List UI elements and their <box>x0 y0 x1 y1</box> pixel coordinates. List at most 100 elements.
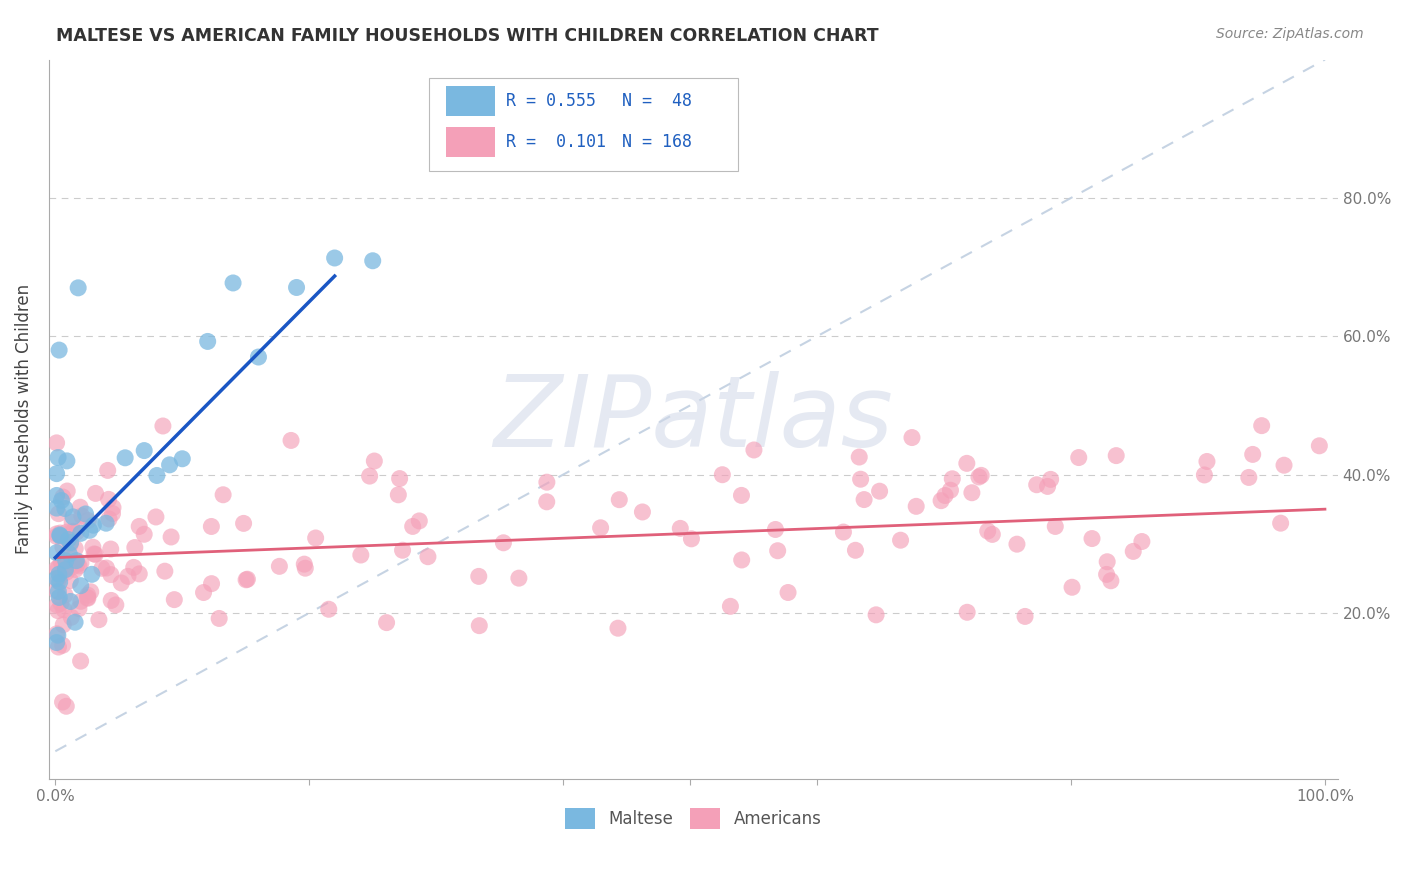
Americans <box>536 475 558 490</box>
Americans <box>80 584 103 599</box>
Americans <box>56 483 79 498</box>
Maltese <box>51 493 73 508</box>
Americans <box>60 516 83 530</box>
Americans <box>742 442 765 457</box>
Maltese <box>45 572 67 586</box>
Americans <box>49 596 72 610</box>
Americans <box>960 485 983 500</box>
Americans <box>402 519 425 533</box>
Maltese <box>45 501 67 516</box>
Americans <box>163 592 186 607</box>
Americans <box>1014 609 1036 624</box>
Americans <box>65 562 87 576</box>
Americans <box>848 450 870 464</box>
Americans <box>76 588 98 602</box>
Americans <box>1081 532 1104 546</box>
Americans <box>101 500 124 515</box>
Maltese <box>45 546 67 560</box>
Americans <box>363 454 385 468</box>
Americans <box>45 435 67 450</box>
Americans <box>65 524 87 539</box>
Americans <box>128 519 150 533</box>
Americans <box>101 507 124 521</box>
Maltese <box>58 533 80 547</box>
Americans <box>67 601 90 615</box>
Maltese <box>48 567 70 582</box>
Americans <box>48 507 70 521</box>
Maltese <box>59 535 82 549</box>
Americans <box>69 500 91 515</box>
Americans <box>117 569 139 583</box>
Americans <box>62 524 84 539</box>
Americans <box>87 613 110 627</box>
Americans <box>55 699 77 714</box>
FancyBboxPatch shape <box>429 78 738 171</box>
Americans <box>1045 519 1067 533</box>
Americans <box>730 488 752 502</box>
Americans <box>193 585 215 599</box>
Americans <box>853 492 876 507</box>
Americans <box>83 547 105 561</box>
Americans <box>1060 580 1083 594</box>
Americans <box>607 492 630 507</box>
Americans <box>110 576 132 591</box>
Americans <box>55 565 77 579</box>
Maltese <box>323 251 346 265</box>
Americans <box>391 543 413 558</box>
Americans <box>939 483 962 498</box>
Maltese <box>55 563 77 577</box>
Americans <box>956 605 979 619</box>
Americans <box>350 548 373 562</box>
Text: Source: ZipAtlas.com: Source: ZipAtlas.com <box>1216 27 1364 41</box>
Americans <box>1005 537 1028 551</box>
Americans <box>59 574 82 588</box>
Americans <box>52 638 75 652</box>
Americans <box>69 654 91 668</box>
Maltese <box>48 343 70 357</box>
Maltese <box>197 334 219 349</box>
Maltese <box>79 524 101 538</box>
Americans <box>711 467 734 482</box>
Maltese <box>69 579 91 593</box>
Americans <box>294 561 316 575</box>
Americans <box>152 419 174 434</box>
Maltese <box>46 450 69 465</box>
Maltese <box>361 253 384 268</box>
Americans <box>100 567 122 582</box>
Americans <box>84 486 107 500</box>
Americans <box>1241 447 1264 461</box>
Text: ZIPatlas: ZIPatlas <box>494 371 893 467</box>
Maltese <box>45 488 67 502</box>
Americans <box>77 591 100 606</box>
Americans <box>731 553 754 567</box>
Maltese <box>172 451 194 466</box>
Americans <box>200 576 222 591</box>
Americans <box>84 547 107 561</box>
Maltese <box>53 501 76 516</box>
Americans <box>46 604 69 618</box>
Maltese <box>247 350 270 364</box>
Americans <box>1130 534 1153 549</box>
Americans <box>45 561 67 575</box>
Americans <box>52 617 75 632</box>
Americans <box>56 525 79 540</box>
Americans <box>49 568 72 582</box>
Americans <box>832 524 855 539</box>
Americans <box>929 493 952 508</box>
Americans <box>468 569 491 583</box>
Americans <box>1039 472 1062 486</box>
Americans <box>1095 555 1118 569</box>
Americans <box>60 610 83 624</box>
Americans <box>941 472 963 486</box>
Maltese <box>114 450 136 465</box>
Americans <box>865 607 887 622</box>
Americans <box>69 594 91 608</box>
Americans <box>48 561 70 575</box>
Americans <box>46 574 69 588</box>
Maltese <box>49 529 72 543</box>
Maltese <box>80 567 103 582</box>
Americans <box>70 508 93 523</box>
Americans <box>890 533 912 548</box>
Americans <box>305 531 328 545</box>
Maltese <box>146 468 169 483</box>
